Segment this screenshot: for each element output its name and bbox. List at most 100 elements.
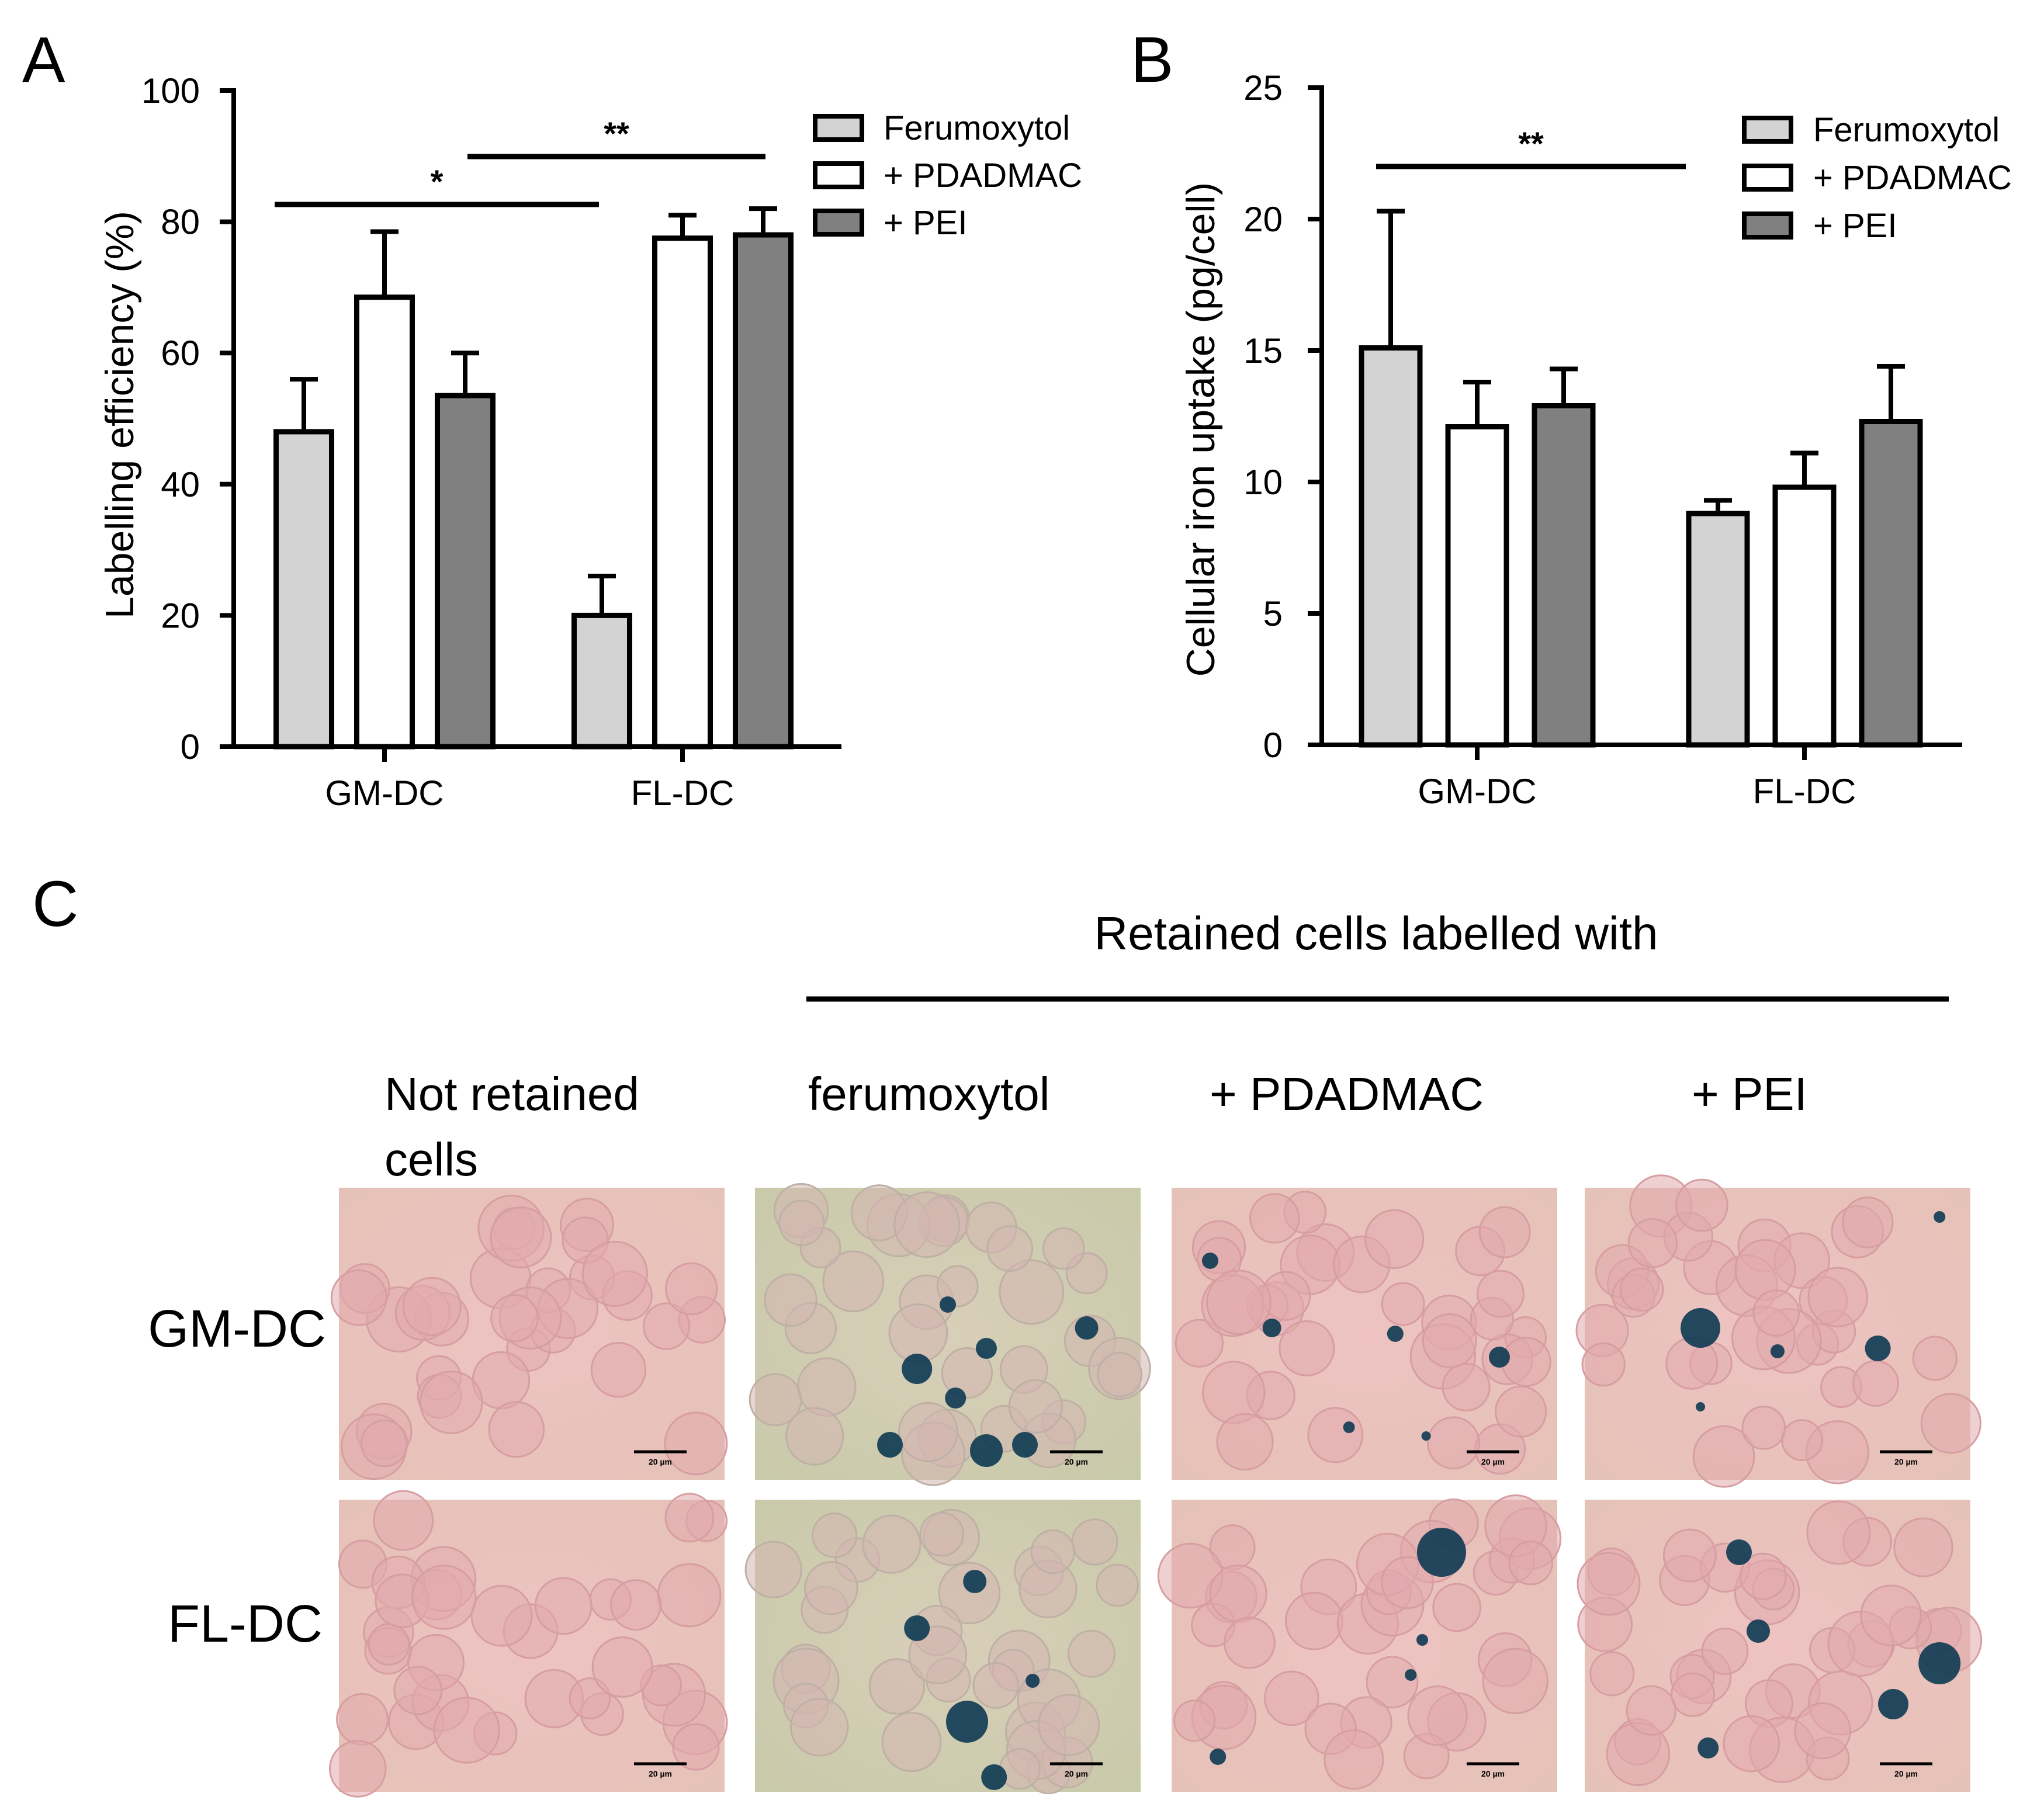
cell: [490, 1206, 552, 1268]
cell: [1670, 1672, 1716, 1717]
cell: [804, 1561, 858, 1615]
cell: [329, 1740, 387, 1798]
cell: [898, 1402, 958, 1462]
cell: [1206, 1270, 1272, 1336]
iron-deposit: [1387, 1326, 1404, 1342]
cell: [1071, 1518, 1118, 1566]
legend-label-pdadmac: + PDADMAC: [1813, 159, 2012, 197]
y-tick-label: 15: [1243, 331, 1283, 370]
cell: [1920, 1393, 1981, 1454]
y-tick-label: 100: [141, 71, 200, 110]
bar-gm-dc-ferumoxytol: [1359, 345, 1423, 748]
micrograph-grid: 20 µm 20 µm 20 µm 20 µm 20 µm 20 µm 20 µm 20 µm: [329, 1174, 1983, 1798]
y-tick-label: 5: [1263, 594, 1283, 633]
iron-deposit: [1026, 1674, 1040, 1688]
scale-bar-label: 20 µm: [1065, 1769, 1088, 1778]
row-label-fl-dc: FL-DC: [168, 1595, 323, 1653]
legend-label-pei: + PEI: [884, 204, 967, 242]
cell: [373, 1490, 434, 1551]
micrograph-fl-dc-ferumoxytol: 20 µm: [744, 1500, 1141, 1795]
cell: [672, 1723, 720, 1771]
cell: [1096, 1563, 1139, 1607]
cell: [785, 1407, 844, 1466]
bar-gm-dc-ferumoxytol: [273, 429, 334, 750]
micrograph-gm-dc-pei: 20 µm: [1575, 1174, 1981, 1488]
iron-deposit: [1726, 1539, 1752, 1565]
cell: [999, 1748, 1041, 1790]
iron-deposit: [1202, 1253, 1218, 1269]
column-label-pdadmac: + PDADMAC: [1210, 1068, 1484, 1120]
x-category-label-gm-dc: GM-DC: [1418, 772, 1536, 811]
iron-deposit: [963, 1570, 987, 1593]
cell: [1781, 1419, 1823, 1461]
row-label-gm-dc: GM-DC: [148, 1300, 326, 1358]
cell: [1477, 1270, 1525, 1318]
cell: [1860, 1584, 1922, 1647]
iron-deposit: [1865, 1336, 1891, 1361]
cell: [1852, 1360, 1899, 1407]
cell: [642, 1302, 691, 1350]
cell: [1037, 1694, 1100, 1756]
cell: [1307, 1407, 1364, 1463]
legend-swatch-ferumoxytol: [813, 114, 864, 142]
iron-deposit: [1681, 1308, 1720, 1348]
cell: [1752, 1289, 1800, 1337]
column-label-ferumoxytol: ferumoxytol: [808, 1068, 1049, 1120]
iron-deposit: [1697, 1737, 1719, 1758]
significance-label: **: [1518, 125, 1544, 162]
cell: [972, 1662, 1019, 1709]
iron-deposit: [1416, 1634, 1428, 1646]
micrograph-gm-dc-pdadmac: 20 µm: [1172, 1188, 1557, 1480]
cell: [796, 1357, 857, 1417]
chart-a-bars: [273, 206, 794, 750]
cell: [1739, 1552, 1787, 1600]
cell: [1626, 1685, 1676, 1736]
cell: [778, 1199, 825, 1246]
y-tick-label: 10: [1243, 463, 1283, 502]
bar-fl-dc-ferumoxytol: [571, 612, 632, 750]
cell: [744, 1541, 802, 1598]
cell: [789, 1698, 849, 1757]
y-tick-label: 60: [161, 334, 200, 373]
chart-a-y-axis: 0 20 40 60 80 100: [141, 71, 236, 766]
legend-label-pdadmac: + PDADMAC: [884, 157, 1082, 195]
cell: [1482, 1647, 1548, 1715]
cell: [1264, 1670, 1319, 1726]
cell: [368, 1623, 410, 1666]
iron-deposit: [976, 1338, 997, 1359]
cell: [1364, 1209, 1425, 1270]
cell: [664, 1262, 718, 1316]
cell: [1097, 1352, 1143, 1397]
cell: [1723, 1715, 1780, 1773]
panel-c-letter: C: [32, 868, 78, 940]
cell: [1366, 1656, 1419, 1709]
iron-deposit: [1489, 1347, 1510, 1368]
cell: [1324, 1729, 1384, 1790]
bar-gm-dc-pei: [435, 393, 496, 750]
iron-deposit: [1012, 1432, 1038, 1458]
cell: [1807, 1267, 1868, 1328]
chart-a: Labelling efficiency (%) 0 20 40 60 80 100 GM…: [98, 71, 1082, 813]
cell: [581, 1240, 648, 1307]
iron-deposit: [1075, 1316, 1099, 1340]
iron-deposit: [1343, 1421, 1355, 1433]
iron-deposit: [1771, 1344, 1785, 1358]
iron-deposit: [1696, 1402, 1705, 1411]
y-tick-label: 40: [161, 465, 200, 504]
iron-deposit: [1262, 1319, 1281, 1337]
legend-swatch-pei: [813, 209, 864, 237]
cell: [1912, 1336, 1958, 1381]
cell: [862, 1514, 921, 1574]
cell: [812, 1512, 858, 1559]
iron-deposit: [1421, 1431, 1431, 1441]
chart-a-significance: ***: [275, 115, 765, 207]
cell: [534, 1577, 593, 1635]
cell: [1794, 1702, 1851, 1760]
chart-b-bars: [1359, 209, 1923, 748]
cell: [411, 1565, 477, 1630]
scale-bar-label: 20 µm: [1481, 1457, 1505, 1466]
legend-label-pei: + PEI: [1813, 207, 1897, 245]
cell: [999, 1259, 1065, 1325]
scale-bar-label: 20 µm: [649, 1457, 672, 1466]
iron-deposit: [981, 1764, 1007, 1790]
